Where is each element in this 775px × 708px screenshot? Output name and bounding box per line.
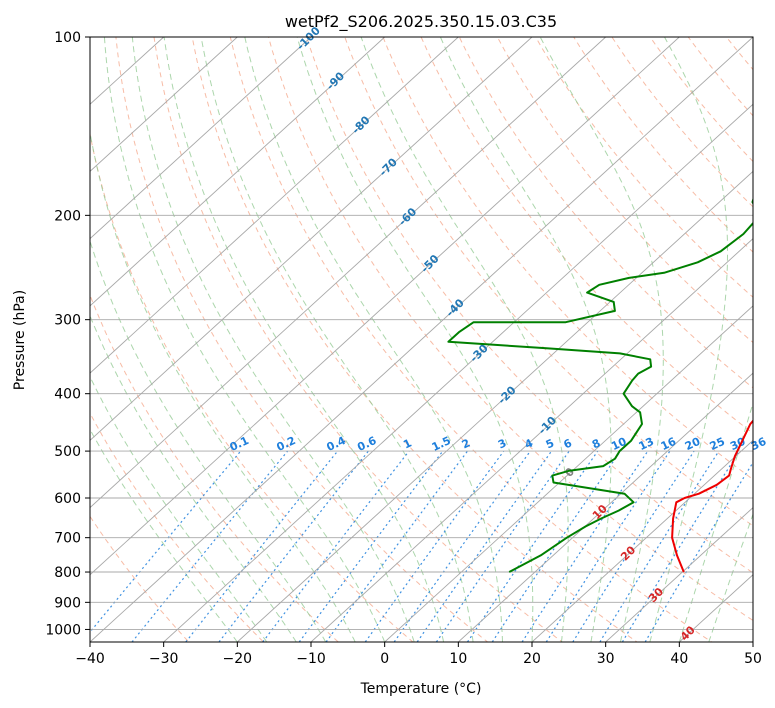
moist-adiabat xyxy=(90,239,327,642)
mixing-ratio-line xyxy=(521,450,649,642)
y-tick-label: 100 xyxy=(54,30,81,46)
mixing-ratio-label: 16 xyxy=(659,435,679,453)
dry-adiabat xyxy=(229,37,713,642)
mixing-ratio-line xyxy=(325,450,468,642)
moist-adiabat xyxy=(90,314,297,642)
x-axis: −40 −30 −20 −10 0 10 20 30 40 50 xyxy=(75,642,762,667)
dewpoint-line xyxy=(447,196,753,573)
isotherm-line xyxy=(90,37,312,240)
dry-adiabat xyxy=(267,37,753,622)
x-tick-label: 20 xyxy=(523,651,541,667)
mixing-ratio-label: 13 xyxy=(637,435,656,453)
mixing-ratio-line xyxy=(262,450,410,642)
moist-adiabat xyxy=(244,37,503,642)
temperature-line xyxy=(671,419,753,573)
isotherm-line xyxy=(90,37,386,307)
mixing-ratio-line xyxy=(621,450,740,642)
y-tick-label: 900 xyxy=(54,595,81,611)
chart-title: wetPf2_S206.2025.350.15.03.C35 xyxy=(285,12,557,32)
mixing-ratio-line xyxy=(90,450,242,633)
isotherm-line xyxy=(457,372,753,642)
mixing-ratio-line xyxy=(416,450,552,642)
isotherm-line xyxy=(531,439,753,642)
gridlines xyxy=(90,37,753,642)
isotherm-line xyxy=(384,305,753,642)
isotherm-line xyxy=(90,37,238,173)
x-tick-label: −40 xyxy=(75,651,105,667)
x-tick-label: 50 xyxy=(744,651,762,667)
moist-adiabat xyxy=(90,375,268,642)
moist-adiabat xyxy=(200,37,474,642)
dry-adiabat xyxy=(90,412,265,642)
x-tick-label: 0 xyxy=(380,651,389,667)
y-axis: 1000 900 800 700 600 500 400 300 200 100 xyxy=(45,30,90,638)
x-tick-label: −30 xyxy=(149,651,179,667)
y-tick-label: 600 xyxy=(54,491,81,507)
series-lines xyxy=(447,196,753,573)
mixing-ratio-line xyxy=(599,450,720,642)
y-tick-label: 300 xyxy=(54,313,81,329)
isotherm-line xyxy=(90,37,459,374)
dry-adiabat xyxy=(153,37,564,642)
dry-adiabat xyxy=(535,37,753,298)
isotherm-line xyxy=(163,103,753,642)
y-tick-label: 400 xyxy=(54,387,81,403)
isotherm-line xyxy=(90,37,680,576)
dry-adiabat xyxy=(90,515,190,642)
moist-adiabat xyxy=(539,37,664,642)
mixing-ratio-line xyxy=(545,450,671,642)
moist-adiabat xyxy=(90,428,238,642)
x-tick-label: 10 xyxy=(449,651,467,667)
isotherm-line xyxy=(605,506,753,642)
moist-adiabat xyxy=(649,37,728,642)
moist-adiabat xyxy=(296,37,534,642)
moist-adiabat xyxy=(103,37,386,642)
isotherm-line xyxy=(90,37,753,642)
y-tick-label: 500 xyxy=(54,444,81,460)
y-axis-title: Pressure (hPa) xyxy=(12,290,28,390)
dry-adiabat xyxy=(458,37,753,389)
mixing-ratio-label: 20 xyxy=(683,435,703,453)
mixing-ratio-line xyxy=(393,450,531,642)
x-tick-label: −20 xyxy=(223,651,253,667)
mixing-ratio-line xyxy=(364,450,505,642)
mixing-ratio-label: 36 xyxy=(749,435,769,453)
isotherm-line xyxy=(90,37,533,441)
isotherm-line xyxy=(310,238,753,642)
moist-adiabat xyxy=(439,37,612,642)
y-tick-label: 1000 xyxy=(45,622,81,638)
y-tick-label: 800 xyxy=(54,565,81,581)
y-tick-label: 200 xyxy=(54,208,81,224)
moist-adiabat xyxy=(708,513,753,642)
moist-adiabat xyxy=(163,37,445,642)
isotherm-line xyxy=(90,37,607,509)
dry-adiabat xyxy=(191,37,638,642)
moist-adiabat xyxy=(678,401,753,642)
dry-adiabat xyxy=(90,131,414,642)
moist-adiabat xyxy=(131,37,415,642)
plot-frame xyxy=(89,36,754,643)
dry-adiabat xyxy=(344,37,753,527)
x-tick-label: −10 xyxy=(296,651,326,667)
x-tick-label: 30 xyxy=(597,651,615,667)
dry-adiabat xyxy=(306,37,753,574)
dry-adiabat xyxy=(420,37,753,435)
x-tick-label: 40 xyxy=(670,651,688,667)
x-axis-title: Temperature (°C) xyxy=(360,681,482,697)
moist-adiabat xyxy=(90,129,356,642)
y-tick-label: 700 xyxy=(54,531,81,547)
moist-adiabat xyxy=(360,37,569,642)
background-lines xyxy=(90,37,753,642)
isotherm-line xyxy=(236,170,753,642)
mixing-ratio-label: 25 xyxy=(708,435,727,453)
